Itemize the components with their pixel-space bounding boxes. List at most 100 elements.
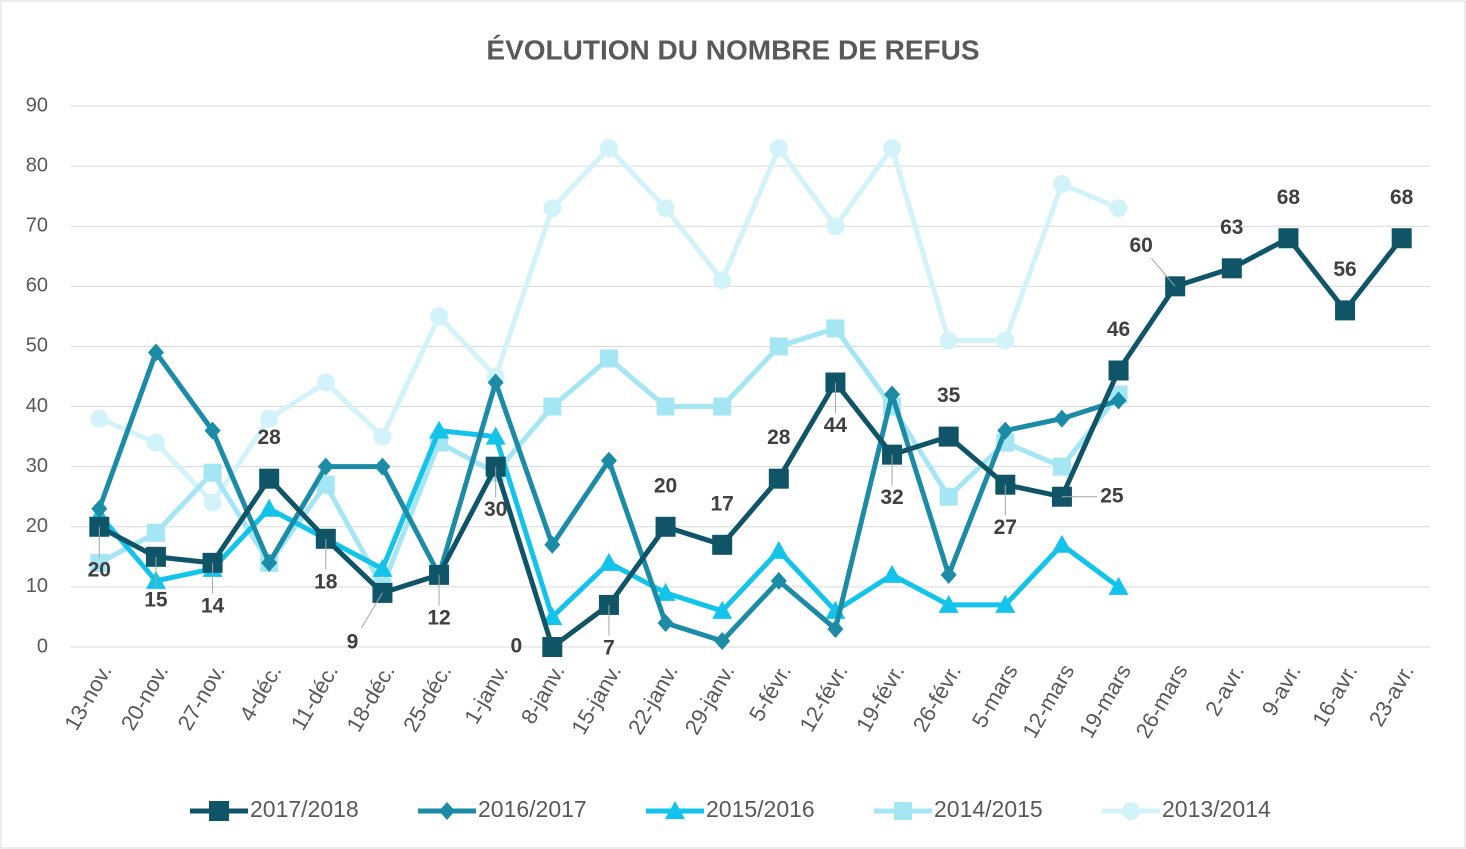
series-marker — [542, 637, 563, 657]
series-marker — [655, 582, 676, 601]
series-marker — [656, 397, 675, 416]
y-tick-label: 50 — [26, 335, 48, 357]
series-marker — [770, 571, 787, 590]
legend-marker — [1122, 802, 1140, 820]
series-marker — [259, 498, 280, 517]
series-marker — [147, 343, 164, 362]
series-marker — [1108, 576, 1129, 595]
legend-marker — [439, 802, 455, 820]
series-marker — [1109, 199, 1128, 218]
series-marker — [316, 373, 335, 392]
legend-label: 2013/2014 — [1162, 796, 1271, 822]
series-marker — [940, 565, 957, 584]
series-marker — [656, 199, 675, 218]
series-marker — [995, 594, 1016, 613]
series-marker — [259, 468, 280, 489]
legend-label: 2017/2018 — [250, 796, 359, 822]
series-marker — [882, 564, 903, 583]
data-label: 9 — [347, 630, 359, 653]
series-marker — [1052, 457, 1071, 476]
legend-marker — [209, 801, 229, 821]
series-marker — [712, 600, 733, 619]
series-marker — [316, 475, 335, 494]
series-marker — [600, 451, 617, 470]
data-label: 56 — [1333, 258, 1356, 281]
series-marker — [768, 540, 789, 559]
series-marker — [938, 594, 959, 613]
series-marker — [657, 613, 674, 632]
series-marker — [1052, 175, 1071, 194]
series-marker — [997, 421, 1014, 440]
series-marker — [373, 427, 392, 446]
series-marker — [485, 426, 506, 445]
leader-line — [361, 592, 383, 629]
series-marker — [826, 217, 845, 236]
series-marker — [487, 373, 504, 392]
leader-line — [1151, 258, 1176, 287]
y-tick-label: 90 — [26, 94, 48, 116]
data-label: 35 — [937, 384, 961, 407]
data-label: 17 — [711, 492, 734, 515]
y-tick-label: 60 — [26, 275, 48, 297]
data-label: 18 — [314, 570, 338, 593]
series-marker — [713, 397, 732, 416]
series-marker — [146, 433, 165, 452]
series-marker — [90, 409, 109, 428]
series-marker — [260, 409, 279, 428]
series-marker — [939, 331, 958, 350]
data-label: 12 — [427, 606, 450, 629]
data-label: 28 — [767, 426, 791, 449]
data-label: 20 — [654, 474, 677, 497]
series-marker — [938, 426, 959, 447]
data-label: 15 — [144, 588, 168, 611]
series-marker — [204, 421, 221, 440]
data-label: 60 — [1130, 234, 1153, 257]
series-marker — [599, 349, 618, 368]
data-label: 32 — [880, 486, 903, 509]
legend-marker — [894, 802, 912, 820]
series-marker — [1110, 391, 1127, 410]
series-marker — [1221, 258, 1242, 279]
series-marker — [1335, 300, 1356, 321]
series-marker — [430, 307, 449, 326]
series-marker — [317, 457, 334, 476]
series-marker — [261, 553, 278, 572]
series-marker — [544, 535, 561, 554]
series-marker — [768, 468, 789, 489]
series-marker — [91, 499, 108, 518]
y-tick-label: 20 — [26, 515, 48, 537]
series-marker — [203, 463, 222, 482]
series-marker — [599, 139, 618, 158]
series-marker — [543, 199, 562, 218]
data-label: 7 — [603, 636, 615, 659]
y-tick-label: 80 — [26, 154, 48, 176]
chart-title: ÉVOLUTION DU NOMBRE DE REFUS — [486, 34, 979, 65]
series-marker — [655, 516, 676, 537]
data-label: 14 — [201, 594, 225, 617]
series-marker — [90, 553, 109, 572]
series-marker — [996, 331, 1015, 350]
data-label: 44 — [824, 414, 848, 437]
data-label: 27 — [994, 516, 1017, 539]
series-marker — [542, 606, 563, 625]
series-marker — [1108, 360, 1129, 381]
data-label: 25 — [1100, 484, 1124, 507]
legend-label: 2016/2017 — [478, 796, 587, 822]
series-marker — [884, 385, 901, 404]
series-marker — [1051, 534, 1072, 553]
data-label: 68 — [1390, 186, 1414, 209]
series-marker — [203, 493, 222, 512]
series-marker — [827, 619, 844, 638]
series-marker — [769, 139, 788, 158]
series-marker — [374, 457, 391, 476]
legend-label: 2015/2016 — [706, 796, 815, 822]
series-marker — [1391, 228, 1412, 249]
series-marker — [1278, 228, 1299, 249]
data-label: 46 — [1107, 318, 1130, 341]
data-label: 28 — [258, 426, 282, 449]
legend-marker — [665, 801, 685, 819]
series-marker — [146, 523, 165, 542]
legend-label: 2014/2015 — [934, 796, 1043, 822]
